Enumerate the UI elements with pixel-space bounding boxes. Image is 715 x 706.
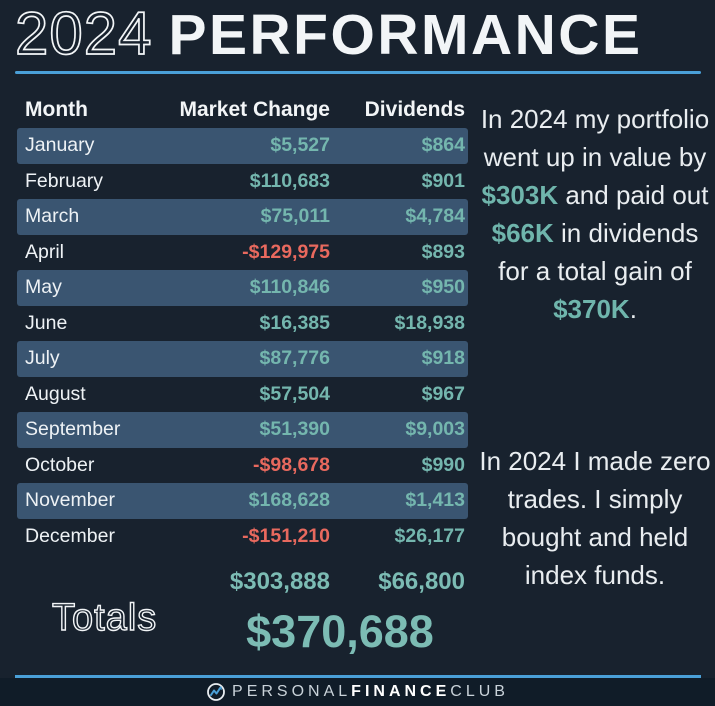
dividends-cell: $967 <box>421 382 465 405</box>
table-row: January $5,527 $864 <box>17 128 468 164</box>
market-change-cell: -$151,210 <box>242 524 330 547</box>
month-cell: October <box>25 453 95 476</box>
table-row: May $110,846 $950 <box>17 270 468 306</box>
dividends-cell: $901 <box>421 169 465 192</box>
table-row: June $16,385 $18,938 <box>17 306 468 342</box>
table-row: October -$98,678 $990 <box>17 448 468 484</box>
dividends-cell: $26,177 <box>394 524 466 547</box>
accent-amount: $303K <box>481 180 559 210</box>
totals-label: Totals <box>51 596 158 639</box>
trend-chart-logo-icon <box>207 683 225 701</box>
market-change-cell: $57,504 <box>259 382 331 405</box>
month-cell: September <box>25 418 121 441</box>
dividends-cell: $990 <box>421 453 465 476</box>
dividends-cell: $18,938 <box>394 311 466 334</box>
paragraph-text: In 2024 my portfolio went up in value by <box>480 104 710 172</box>
table-body: January $5,527 $864 February $110,683 $901 Mar… <box>17 128 468 554</box>
grand-total: $370,688 <box>246 606 434 657</box>
dividends-cell: $918 <box>421 347 465 370</box>
market-change-cell: $75,011 <box>260 205 330 228</box>
title-word: PERFORMANCE <box>168 3 643 67</box>
market-change-cell: $5,527 <box>270 134 330 157</box>
dividends-cell: $893 <box>421 240 465 263</box>
paragraph-text: In 2024 I made zero trades. I simply bou… <box>479 446 711 590</box>
table-row: August $57,504 $967 <box>17 377 468 413</box>
title-underline <box>15 71 701 74</box>
table-row: December -$151,210 $26,177 <box>17 519 468 555</box>
table-row: September $51,390 $9,003 <box>17 412 468 448</box>
accent-amount: $66K <box>491 218 554 248</box>
month-cell: March <box>25 205 80 228</box>
paragraph-text: in dividends for a total gain of <box>498 218 699 286</box>
month-cell: August <box>25 382 86 405</box>
totals-market-change: $303,888 <box>229 568 330 595</box>
footer-divider <box>15 675 701 678</box>
month-cell: May <box>25 276 62 299</box>
accent-amount: $370K <box>553 294 630 324</box>
month-cell: February <box>25 169 104 192</box>
title-year: 2024 <box>14 0 153 68</box>
strategy-paragraph: In 2024 I made zero trades. I simply bou… <box>478 442 712 594</box>
dividends-cell: $1,413 <box>405 489 465 512</box>
market-change-cell: $168,628 <box>248 489 330 512</box>
market-change-cell: $51,390 <box>259 418 331 441</box>
table-row: March $75,011 $4,784 <box>17 199 468 235</box>
market-change-cell: $110,683 <box>249 169 330 192</box>
performance-table: Month Market Change Dividends January $5,… <box>17 92 468 554</box>
dividends-cell: $9,003 <box>405 418 465 441</box>
table-header: Month Market Change Dividends <box>17 92 468 128</box>
brand-segment: PERSONAL <box>232 683 352 700</box>
month-cell: December <box>25 524 115 547</box>
page-title: 2024 PERFORMANCE <box>14 0 701 70</box>
totals-row: $303,888 $66,800 <box>17 567 468 597</box>
summary-paragraph: In 2024 my portfolio went up in value by… <box>478 100 712 328</box>
dividends-cell: $864 <box>421 134 465 157</box>
month-cell: November <box>25 489 115 512</box>
table-row: February $110,683 $901 <box>17 164 468 200</box>
table-row: April -$129,975 $893 <box>17 235 468 271</box>
paragraph-text: . <box>629 294 637 324</box>
table-row: November $168,628 $1,413 <box>17 483 468 519</box>
market-change-cell: $16,385 <box>259 311 331 334</box>
market-change-cell: $110,846 <box>249 276 330 299</box>
month-cell: January <box>25 134 95 157</box>
footer: PERSONAL FINANCE CLUB <box>0 678 715 706</box>
header-market-change: Market Change <box>179 98 330 121</box>
dividends-cell: $4,784 <box>405 205 465 228</box>
month-cell: April <box>25 240 65 263</box>
header-dividends: Dividends <box>364 98 465 121</box>
brand-segment: CLUB <box>450 683 509 700</box>
market-change-cell: $87,776 <box>259 347 331 370</box>
month-cell: June <box>25 311 68 334</box>
brand-segment: FINANCE <box>351 683 451 700</box>
paragraph-text: and paid out <box>558 180 709 210</box>
header-month: Month <box>25 98 88 121</box>
table-row: July $87,776 $918 <box>17 341 468 377</box>
month-cell: July <box>25 347 60 370</box>
market-change-cell: -$98,678 <box>253 453 330 476</box>
totals-dividends: $66,800 <box>378 568 465 595</box>
brand-text: PERSONAL FINANCE CLUB <box>232 683 509 701</box>
market-change-cell: -$129,975 <box>242 240 330 263</box>
dividends-cell: $950 <box>421 276 465 299</box>
